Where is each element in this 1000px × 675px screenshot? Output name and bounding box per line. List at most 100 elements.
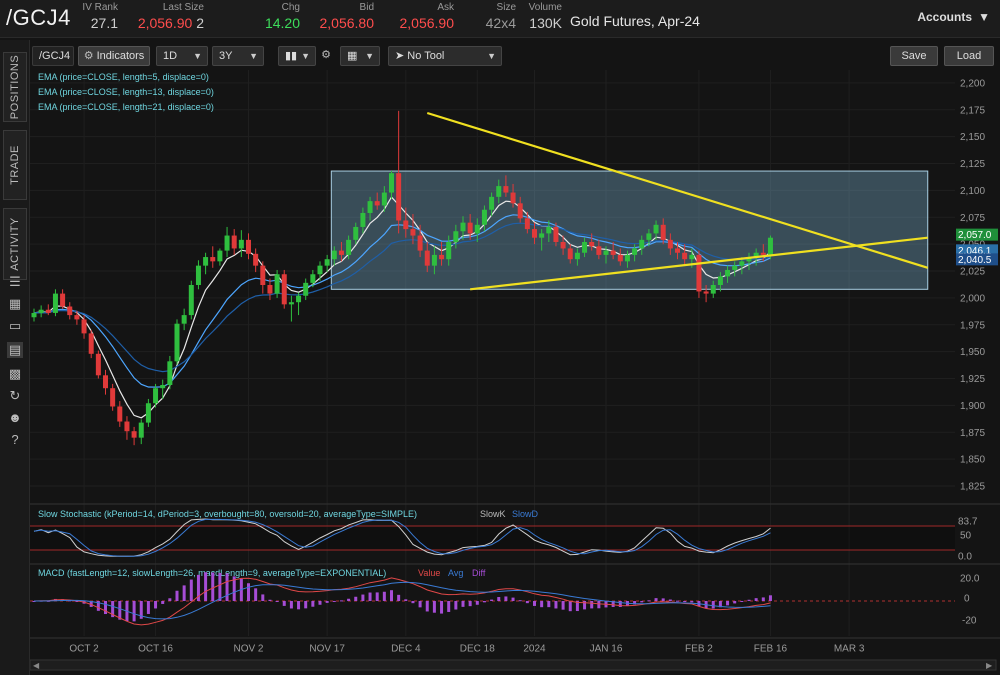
candle-body [188, 285, 194, 316]
macd-histogram-bar [640, 601, 644, 603]
candle-body [489, 196, 495, 210]
candle-body [510, 192, 516, 204]
chart-grid [30, 70, 955, 636]
macd-histogram-bar [726, 601, 730, 606]
candle-body [403, 220, 409, 230]
candle-body [503, 186, 509, 193]
list-icon[interactable]: ☰ [9, 274, 21, 289]
ema-line-21 [33, 222, 771, 373]
cursor-icon: ➤ [395, 50, 408, 62]
chart-symbol-field[interactable]: /GCJ4 [32, 46, 74, 66]
ema13-label[interactable]: EMA (price=CLOSE, length=13, displace=0) [38, 87, 214, 97]
candle-body [596, 246, 602, 255]
macd-histogram-bar [540, 601, 544, 608]
candle-body [303, 282, 309, 296]
quote-field: Bid 2,056.80 [304, 2, 375, 31]
candle-body [481, 209, 487, 225]
tiles-icon[interactable]: ▩ [8, 366, 22, 381]
tab-trade[interactable]: TRADE [3, 130, 27, 200]
price-chart[interactable]: 2,2002,1752,1502,1252,1002,0752,0502,025… [30, 70, 1000, 675]
macd-histogram-bar [368, 592, 372, 601]
chart-icon[interactable]: ▤ [7, 342, 23, 358]
indicators-button[interactable]: ⚙ Indicators [78, 46, 150, 66]
candle-body [310, 274, 316, 283]
accounts-menu[interactable]: Accounts [917, 10, 972, 24]
candle-body [446, 242, 452, 260]
scroll-right-icon[interactable]: ▶ [986, 661, 993, 670]
tab-activity[interactable]: ACTIVITY [3, 208, 27, 280]
candle-body [417, 235, 423, 251]
macd-histogram-bar [583, 601, 587, 610]
candle-body [117, 406, 123, 422]
scroll-left-icon[interactable]: ◀ [33, 661, 40, 670]
ema5-label[interactable]: EMA (price=CLOSE, length=5, displace=0) [38, 72, 209, 82]
candle-body [367, 201, 373, 213]
chevron-down-icon: ▼ [365, 51, 374, 61]
macd-histogram-bar [683, 601, 687, 603]
candle-body [496, 186, 502, 197]
candle-body [124, 421, 130, 432]
macd-tick: 20.0 [960, 574, 980, 585]
interval-select[interactable]: 1D ▼ [156, 46, 208, 66]
candle-body [224, 235, 230, 251]
macd-histogram-bar [482, 601, 486, 603]
symbol-title[interactable]: /GCJ4 [6, 5, 71, 30]
grid-icon[interactable]: ▦ [8, 296, 22, 311]
stochastic-label[interactable]: Slow Stochastic (kPeriod=14, dPeriod=3, … [38, 509, 417, 519]
candle-body [353, 226, 359, 240]
macd-histogram-bar [447, 601, 451, 612]
chevron-down-icon[interactable]: ▼ [978, 10, 990, 24]
candle-body [603, 250, 609, 255]
macd-histogram-bar [325, 601, 329, 603]
macd-histogram-bar [254, 588, 258, 601]
range-select[interactable]: 3Y ▼ [212, 46, 264, 66]
macd-histogram-bar [168, 598, 172, 601]
layout-select[interactable]: ▦ ▼ [340, 46, 380, 66]
price-tick-label: 2,150 [960, 132, 985, 143]
date-tick-label: 2024 [523, 644, 546, 655]
trendlines [426, 111, 929, 291]
drawing-tool-select[interactable]: ➤ No Tool ▼ [388, 46, 502, 66]
chart-scrollbar[interactable] [30, 659, 997, 671]
macd-histogram-bar [247, 583, 250, 601]
ema-lines [33, 196, 771, 419]
macd-histogram-bar [511, 597, 515, 601]
price-tick-label: 2,125 [960, 159, 985, 170]
macd-histogram-bar [633, 601, 637, 605]
macd-histogram-bar [232, 576, 236, 601]
quote-value-text: 2,056.90 [399, 15, 455, 31]
tab-positions[interactable]: POSITIONS [3, 52, 27, 122]
macd-histogram-bar [347, 598, 351, 601]
candle-body [610, 250, 616, 255]
candle-body [253, 253, 259, 266]
people-icon[interactable]: ☻ [8, 410, 22, 425]
candle-body [474, 224, 480, 234]
macd-histogram-bar [561, 601, 565, 610]
stoch-line [33, 518, 771, 557]
price-tick-label: 1,875 [960, 428, 985, 439]
instrument-description: Gold Futures, Apr-24 [570, 13, 700, 29]
candle-body [288, 302, 294, 305]
macd-avg-legend: Avg [448, 568, 463, 578]
save-button[interactable]: Save [890, 46, 938, 66]
candle-body [667, 239, 673, 249]
clipboard-icon[interactable]: ▭ [8, 318, 22, 333]
last-price-tags: 2,057.0 2,046.12,040.5 [956, 228, 998, 266]
macd-histogram-bar [261, 594, 265, 601]
ema21-label[interactable]: EMA (price=CLOSE, length=21, displace=0) [38, 102, 214, 112]
refresh-icon[interactable]: ↻ [9, 388, 21, 403]
candle-body [167, 361, 173, 385]
gear-icon[interactable]: ⚙ [321, 49, 331, 61]
quote-field: IV Rank 27.1 [48, 2, 118, 31]
price-tick-label: 1,975 [960, 320, 985, 331]
load-button[interactable]: Load [944, 46, 994, 66]
macd-histogram-bar [182, 585, 186, 601]
stoch-tick: 83.7 [958, 517, 978, 528]
chevron-down-icon: ▼ [249, 51, 258, 61]
chart-toolbar: /GCJ4 ⚙ Indicators 1D ▼ 3Y ▼ ▮▮ ▼ ⚙ ▦ ▼ ➤ No… [30, 44, 1000, 68]
macd-histogram-bar [661, 598, 665, 601]
left-sidebar: POSITIONS TRADE ACTIVITY ☰ ▦ ▭ ▤ ▩ ↻ ☻ ? [0, 40, 30, 675]
candle-body [410, 229, 416, 236]
chart-style-select[interactable]: ▮▮ ▼ [278, 46, 316, 66]
help-icon[interactable]: ? [11, 432, 19, 447]
